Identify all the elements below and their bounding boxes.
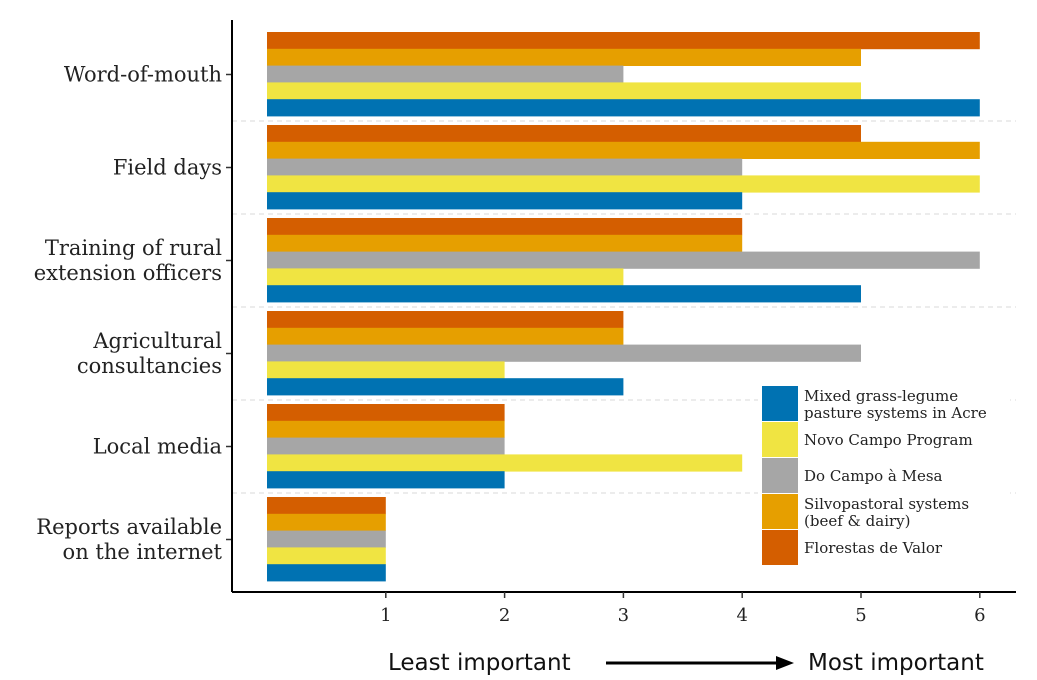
category-label-word-of-mouth: Word-of-mouth bbox=[64, 63, 222, 87]
legend-swatch-do-campo-mesa bbox=[762, 458, 798, 493]
bar-field-days-mixed-grass-legume-pasture-systems-in-acre bbox=[267, 192, 743, 210]
bar-field-days-florestas-de-valor bbox=[267, 125, 861, 143]
legend-label-line: (beef & dairy) bbox=[804, 512, 911, 530]
legend-label-florestas-de-valor: Florestas de Valor bbox=[804, 539, 943, 557]
legend-label-line: Novo Campo Program bbox=[804, 431, 973, 449]
legend-label-line: Florestas de Valor bbox=[804, 539, 943, 557]
category-label-line: Reports available bbox=[36, 515, 222, 539]
x-tick-label-4: 4 bbox=[736, 605, 747, 626]
category-label-line: consultancies bbox=[77, 354, 222, 378]
category-label-reports-available-on-the-internet: Reports available on the internet bbox=[36, 515, 222, 564]
category-label-line: Word-of-mouth bbox=[64, 63, 222, 87]
x-tick-label-1: 1 bbox=[380, 605, 391, 626]
x-tick-label-5: 5 bbox=[855, 605, 866, 626]
bar-reports-available-on-the-internet-novo-campo-program bbox=[267, 547, 386, 565]
bar-word-of-mouth-mixed-grass-legume-pasture-systems-in-acre bbox=[267, 99, 980, 117]
legend-label-line: Mixed grass-legume bbox=[804, 387, 958, 405]
bar-reports-available-on-the-internet-florestas-de-valor bbox=[267, 497, 386, 515]
category-label-line: Training of rural bbox=[45, 236, 222, 260]
legend-swatch-novo-campo-program bbox=[762, 422, 798, 457]
bar-agricultural-consultancies-florestas-de-valor bbox=[267, 311, 624, 329]
legend-label-mixed-grass-legume-pasture-systems-in-acre: Mixed grass-legume pasture systems in Acr… bbox=[804, 387, 987, 422]
legend-label-line: Do Campo à Mesa bbox=[804, 467, 943, 485]
bar-training-of-rural-extension-officers-florestas-de-valor bbox=[267, 218, 743, 236]
bar-field-days-silvopastoral-systems-beef-dairy bbox=[267, 141, 980, 159]
legend-swatch-mixed-grass-legume-pasture-systems-in-acre bbox=[762, 386, 798, 421]
bar-local-media-mixed-grass-legume-pasture-systems-in-acre bbox=[267, 471, 505, 489]
x-tick-label-6: 6 bbox=[974, 605, 985, 626]
bar-local-media-do-campo-mesa bbox=[267, 437, 505, 455]
category-labels: Word-of-mouth Field days Training of rural… bbox=[34, 63, 223, 565]
bar-word-of-mouth-florestas-de-valor bbox=[267, 32, 980, 50]
bar-reports-available-on-the-internet-mixed-grass-legume-pasture-systems-in-acre bbox=[267, 564, 386, 582]
category-label-line: Local media bbox=[93, 435, 222, 459]
bars-layer bbox=[267, 32, 980, 582]
legend-label-novo-campo-program: Novo Campo Program bbox=[804, 431, 973, 449]
category-separators bbox=[232, 120, 1016, 494]
category-label-line: extension officers bbox=[34, 261, 222, 285]
category-label-line: on the internet bbox=[63, 540, 223, 564]
category-label-line: Agricultural bbox=[92, 329, 222, 353]
legend-label-do-campo-mesa: Do Campo à Mesa bbox=[804, 467, 943, 485]
bar-training-of-rural-extension-officers-silvopastoral-systems-beef-dairy bbox=[267, 234, 743, 252]
bar-local-media-novo-campo-program bbox=[267, 454, 743, 472]
category-label-agricultural-consultancies: Agricultural consultancies bbox=[77, 329, 222, 378]
least-important-label: Least important bbox=[388, 650, 571, 676]
legend: Mixed grass-legume pasture systems in Acr… bbox=[758, 382, 1010, 572]
bar-word-of-mouth-silvopastoral-systems-beef-dairy bbox=[267, 48, 861, 66]
bar-field-days-novo-campo-program bbox=[267, 175, 980, 193]
legend-swatch-silvopastoral-systems-beef-dairy bbox=[762, 494, 798, 529]
category-label-field-days: Field days bbox=[113, 156, 222, 180]
legend-label-line: pasture systems in Acre bbox=[804, 404, 987, 422]
x-tick-label-2: 2 bbox=[499, 605, 510, 626]
bar-field-days-do-campo-mesa bbox=[267, 158, 743, 176]
most-important-label: Most important bbox=[808, 650, 984, 676]
bar-training-of-rural-extension-officers-novo-campo-program bbox=[267, 268, 624, 286]
bar-reports-available-on-the-internet-silvopastoral-systems-beef-dairy bbox=[267, 513, 386, 531]
bar-agricultural-consultancies-silvopastoral-systems-beef-dairy bbox=[267, 327, 624, 345]
bar-agricultural-consultancies-do-campo-mesa bbox=[267, 344, 861, 362]
importance-arrow-head bbox=[776, 656, 794, 670]
bar-word-of-mouth-novo-campo-program bbox=[267, 82, 861, 100]
category-label-local-media: Local media bbox=[93, 435, 222, 459]
importance-caption: Least important Most important bbox=[388, 650, 984, 676]
legend-label-line: Silvopastoral systems bbox=[804, 495, 969, 513]
bar-agricultural-consultancies-novo-campo-program bbox=[267, 361, 505, 379]
x-tick-label-3: 3 bbox=[618, 605, 629, 626]
legend-swatch-florestas-de-valor bbox=[762, 530, 798, 565]
bar-training-of-rural-extension-officers-mixed-grass-legume-pasture-systems-in-acre bbox=[267, 285, 861, 303]
x-ticks: 1 2 3 4 5 6 bbox=[380, 592, 986, 626]
bar-local-media-florestas-de-valor bbox=[267, 404, 505, 422]
legend-label-silvopastoral-systems-beef-dairy: Silvopastoral systems (beef & dairy) bbox=[804, 495, 969, 530]
bar-reports-available-on-the-internet-do-campo-mesa bbox=[267, 530, 386, 548]
bar-agricultural-consultancies-mixed-grass-legume-pasture-systems-in-acre bbox=[267, 378, 624, 396]
bar-local-media-silvopastoral-systems-beef-dairy bbox=[267, 420, 505, 438]
bar-word-of-mouth-do-campo-mesa bbox=[267, 65, 624, 83]
category-label-training-of-rural-extension-officers: Training of rural extension officers bbox=[34, 236, 223, 285]
category-label-line: Field days bbox=[113, 156, 222, 180]
legend-background bbox=[758, 382, 1010, 572]
bar-training-of-rural-extension-officers-do-campo-mesa bbox=[267, 251, 980, 269]
